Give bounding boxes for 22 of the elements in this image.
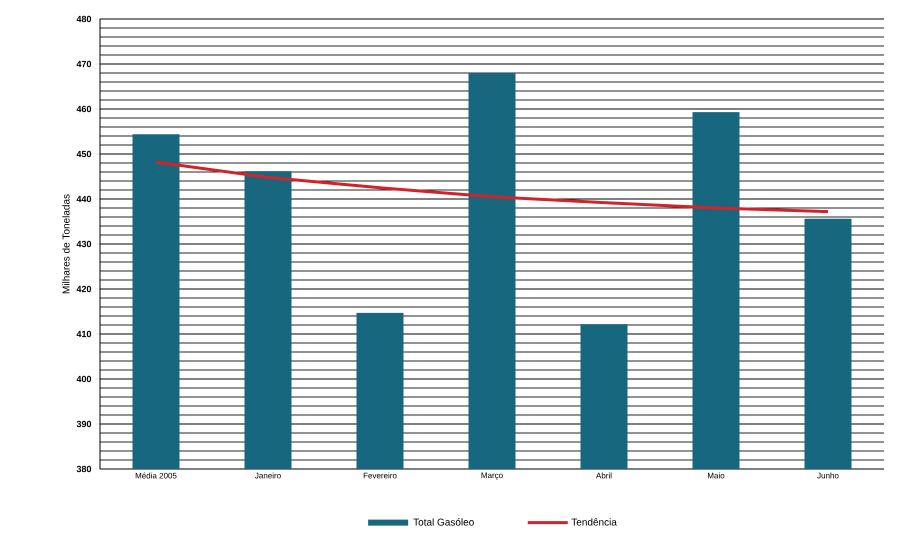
y-tick-label: 400 <box>76 376 92 382</box>
legend-label: Total Gasóleo <box>413 518 474 526</box>
y-tick-label: 410 <box>76 330 92 338</box>
y-tick-label: 430 <box>76 240 92 248</box>
x-tick-label: Junho <box>817 472 839 478</box>
x-tick-label: Março <box>482 472 503 480</box>
y-axis-title: Milhares de Toneladas <box>62 194 70 294</box>
line-series <box>154 160 830 214</box>
y-tick-label: 450 <box>76 150 92 158</box>
x-tick-label: Abril <box>596 472 612 478</box>
x-tick-label: Média 2005 <box>136 472 177 478</box>
x-tick-label: Fevereiro <box>364 472 397 478</box>
y-tick-label: 380 <box>76 466 92 472</box>
legend-label: Tendência <box>571 518 617 526</box>
y-tick-label: 480 <box>76 16 92 22</box>
y-tick-label: 440 <box>76 196 92 202</box>
y-tick-label: 390 <box>76 420 92 428</box>
y-tick-label: 420 <box>76 286 92 292</box>
y-tick-label: 470 <box>76 60 92 68</box>
y-tick-label: 460 <box>76 106 92 112</box>
x-tick-label: Janeiro <box>255 472 281 478</box>
x-tick-label: Maio <box>708 472 724 478</box>
